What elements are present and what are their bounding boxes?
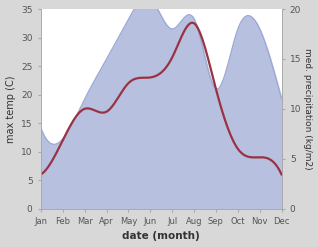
Y-axis label: med. precipitation (kg/m2): med. precipitation (kg/m2) xyxy=(303,48,313,170)
Y-axis label: max temp (C): max temp (C) xyxy=(5,75,16,143)
X-axis label: date (month): date (month) xyxy=(122,231,200,242)
